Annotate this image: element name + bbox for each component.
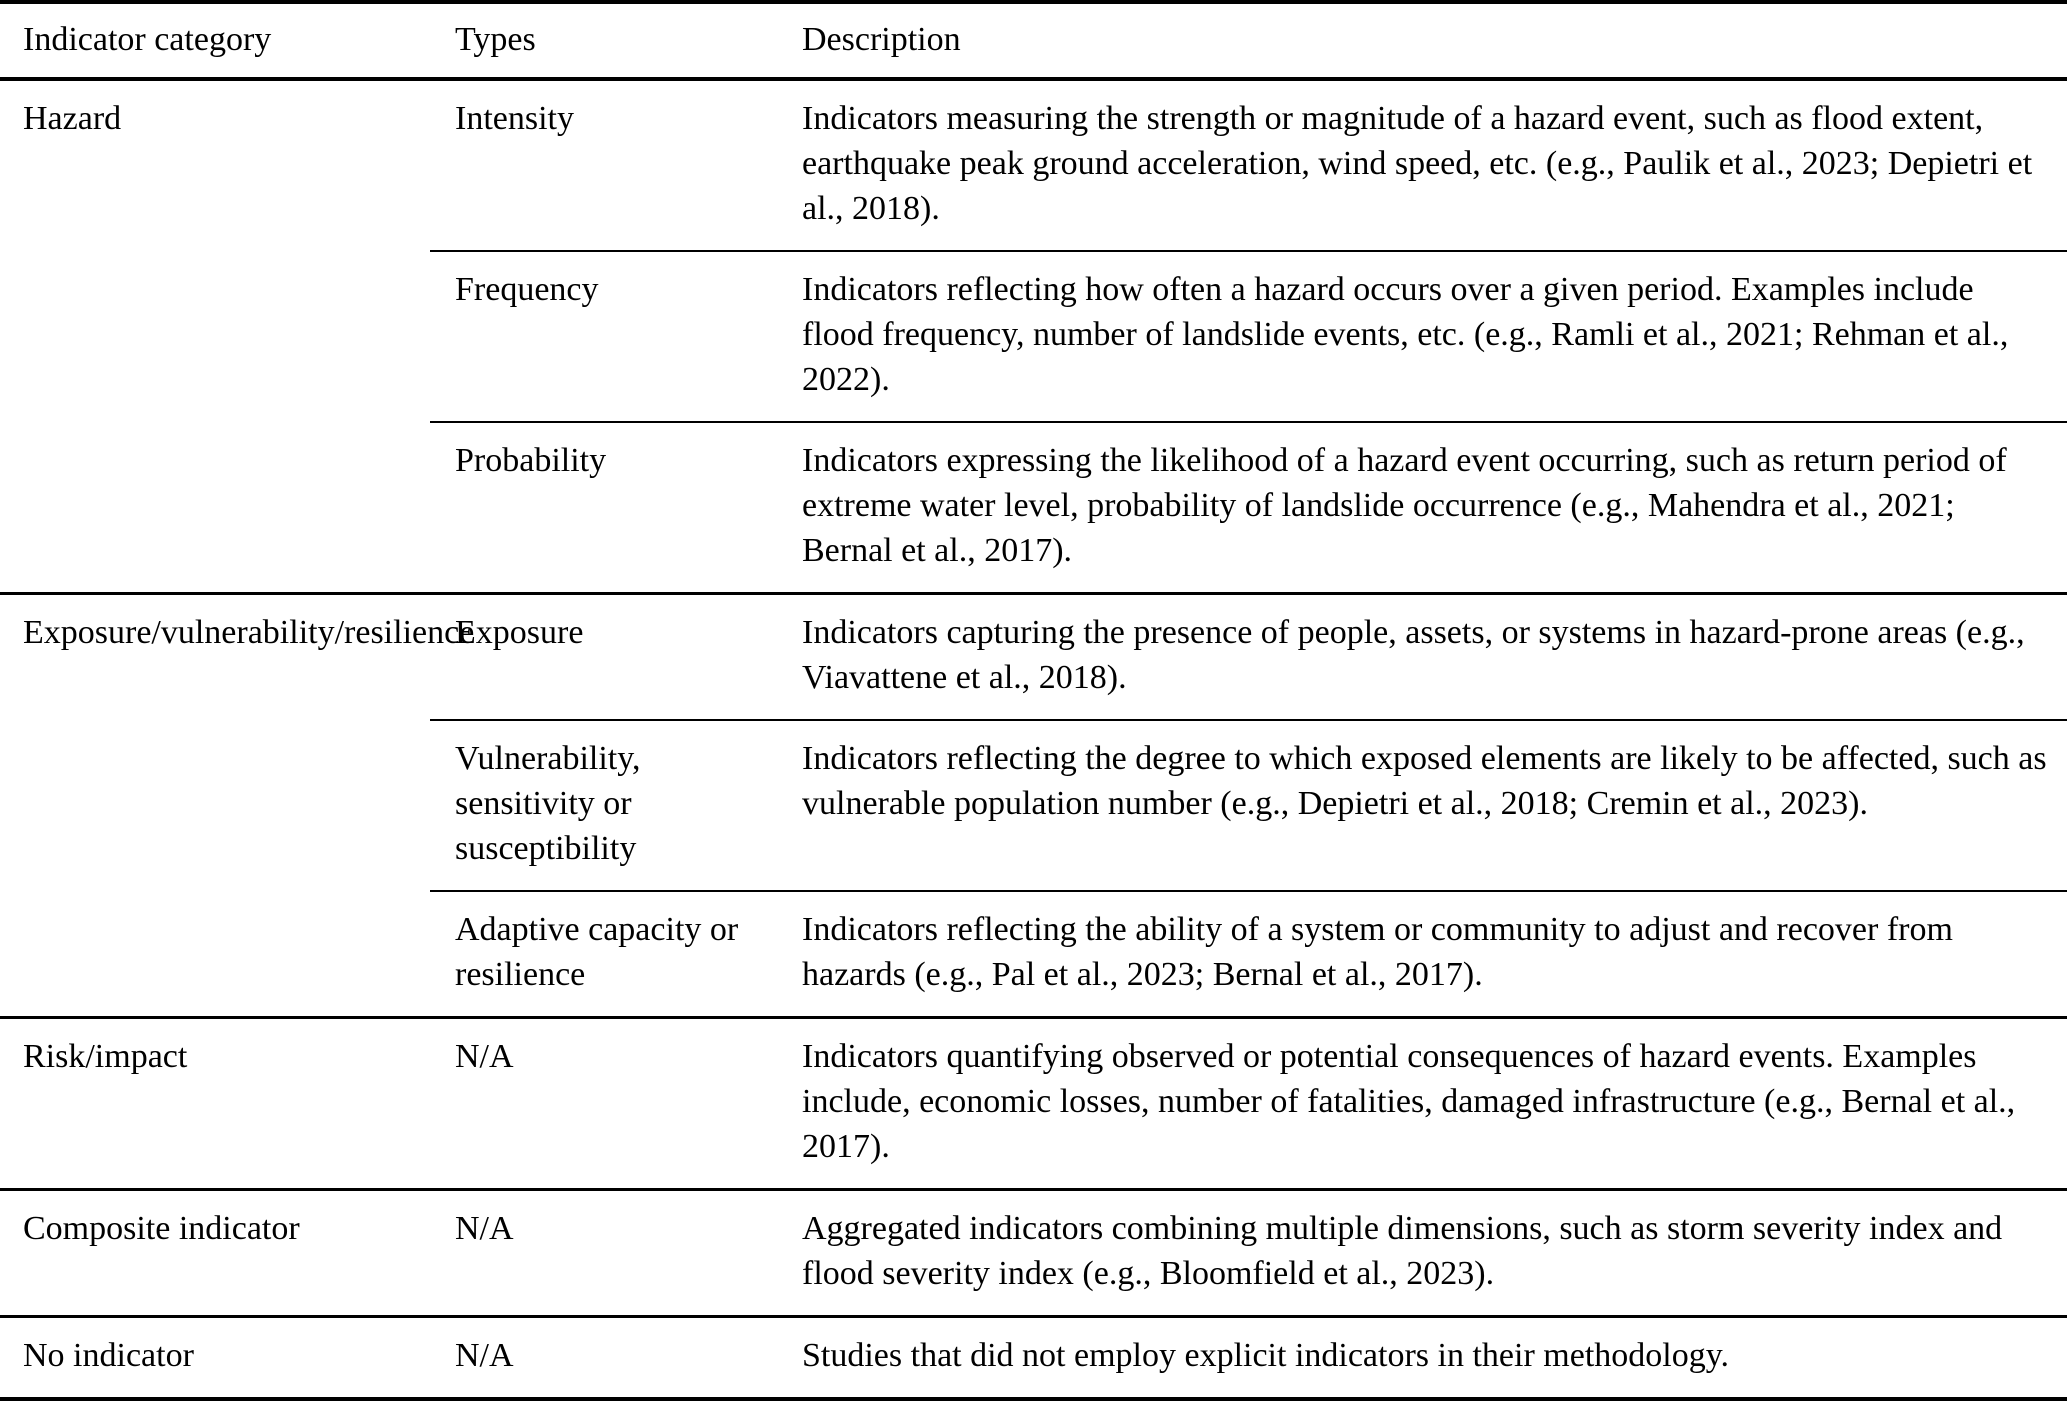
table-section-exposure-vulnerability-resilience: Exposure/vulnerability/resilience Exposu… (0, 595, 2067, 1019)
section-rows: N/A Aggregated indicators combining mult… (430, 1191, 2067, 1315)
type-cell: Intensity (455, 100, 574, 137)
section-rows: N/A Studies that did not employ explicit… (430, 1318, 2067, 1397)
table-row: Frequency Indicators reflecting how ofte… (430, 252, 2067, 423)
section-rows: Exposure Indicators capturing the presen… (430, 595, 2067, 1016)
table-row: Vulnerability, sensitivity or susceptibi… (430, 721, 2067, 892)
table-header-row: Indicator category Types Description (0, 4, 2067, 81)
type-cell: N/A (455, 1038, 514, 1075)
category-cell: Risk/impact (23, 1038, 188, 1075)
table-row: N/A Studies that did not employ explicit… (430, 1318, 2067, 1397)
description-cell: Indicators measuring the strength or mag… (802, 100, 2033, 227)
type-cell: Probability (455, 442, 607, 479)
type-cell: N/A (455, 1337, 514, 1374)
column-header-indicator-category: Indicator category (23, 21, 272, 58)
table-section-no-indicator: No indicator N/A Studies that did not em… (0, 1318, 2067, 1397)
category-cell: Hazard (23, 100, 122, 137)
table-row: N/A Aggregated indicators combining mult… (430, 1191, 2067, 1315)
type-cell: Exposure (455, 614, 584, 651)
type-cell: N/A (455, 1210, 514, 1247)
table-section-composite-indicator: Composite indicator N/A Aggregated indic… (0, 1191, 2067, 1318)
table-row: Exposure Indicators capturing the presen… (430, 595, 2067, 721)
column-header-description: Description (802, 21, 961, 58)
table-section-risk-impact: Risk/impact N/A Indicators quantifying o… (0, 1019, 2067, 1191)
category-cell: Composite indicator (23, 1210, 300, 1247)
description-cell: Indicators reflecting the degree to whic… (802, 740, 2047, 822)
table-row: Intensity Indicators measuring the stren… (430, 81, 2067, 252)
type-cell: Vulnerability, sensitivity or susceptibi… (455, 740, 641, 867)
type-cell: Frequency (455, 271, 599, 308)
column-header-types: Types (455, 21, 536, 58)
description-cell: Indicators quantifying observed or poten… (802, 1038, 2016, 1165)
category-cell: No indicator (23, 1337, 194, 1374)
description-cell: Indicators reflecting how often a hazard… (802, 271, 2009, 398)
table-row: Probability Indicators expressing the li… (430, 423, 2067, 592)
description-cell: Indicators capturing the presence of peo… (802, 614, 2025, 696)
section-rows: N/A Indicators quantifying observed or p… (430, 1019, 2067, 1188)
description-cell: Indicators reflecting the ability of a s… (802, 911, 1953, 993)
table-section-hazard: Hazard Intensity Indicators measuring th… (0, 81, 2067, 595)
section-rows: Intensity Indicators measuring the stren… (430, 81, 2067, 592)
category-cell: Exposure/vulnerability/resilience (23, 614, 475, 651)
description-cell: Indicators expressing the likelihood of … (802, 442, 2007, 569)
table-row: Adaptive capacity or resilience Indicato… (430, 892, 2067, 1016)
description-cell: Studies that did not employ explicit ind… (802, 1337, 1729, 1374)
table-row: N/A Indicators quantifying observed or p… (430, 1019, 2067, 1188)
type-cell: Adaptive capacity or resilience (455, 911, 739, 993)
description-cell: Aggregated indicators combining multiple… (802, 1210, 2003, 1292)
